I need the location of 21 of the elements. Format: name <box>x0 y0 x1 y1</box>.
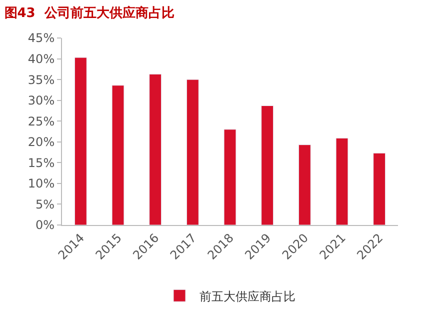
bar <box>186 79 199 225</box>
bar <box>373 152 386 225</box>
y-tick-label: 20% <box>28 135 55 150</box>
bar <box>224 129 236 225</box>
bar <box>298 144 311 225</box>
y-tick-label: 0% <box>36 218 55 232</box>
y-tick-label: 25% <box>28 114 55 128</box>
bar <box>74 57 87 225</box>
y-tick-label: 5% <box>36 197 55 212</box>
y-tick-label: 30% <box>28 94 55 108</box>
bar <box>149 74 162 225</box>
y-tick-label: 35% <box>28 72 55 87</box>
chart-title: 图43 公司前五大供应商占比 <box>4 5 174 22</box>
y-tick-label: 40% <box>28 52 55 66</box>
legend-label: 前五大供应商占比 <box>200 289 296 304</box>
bar <box>112 85 124 225</box>
y-tick-label: 10% <box>28 176 55 191</box>
bar <box>336 138 348 225</box>
y-tick-label: 45% <box>28 31 55 46</box>
y-tick-label: 15% <box>28 156 55 170</box>
bar <box>261 105 274 225</box>
